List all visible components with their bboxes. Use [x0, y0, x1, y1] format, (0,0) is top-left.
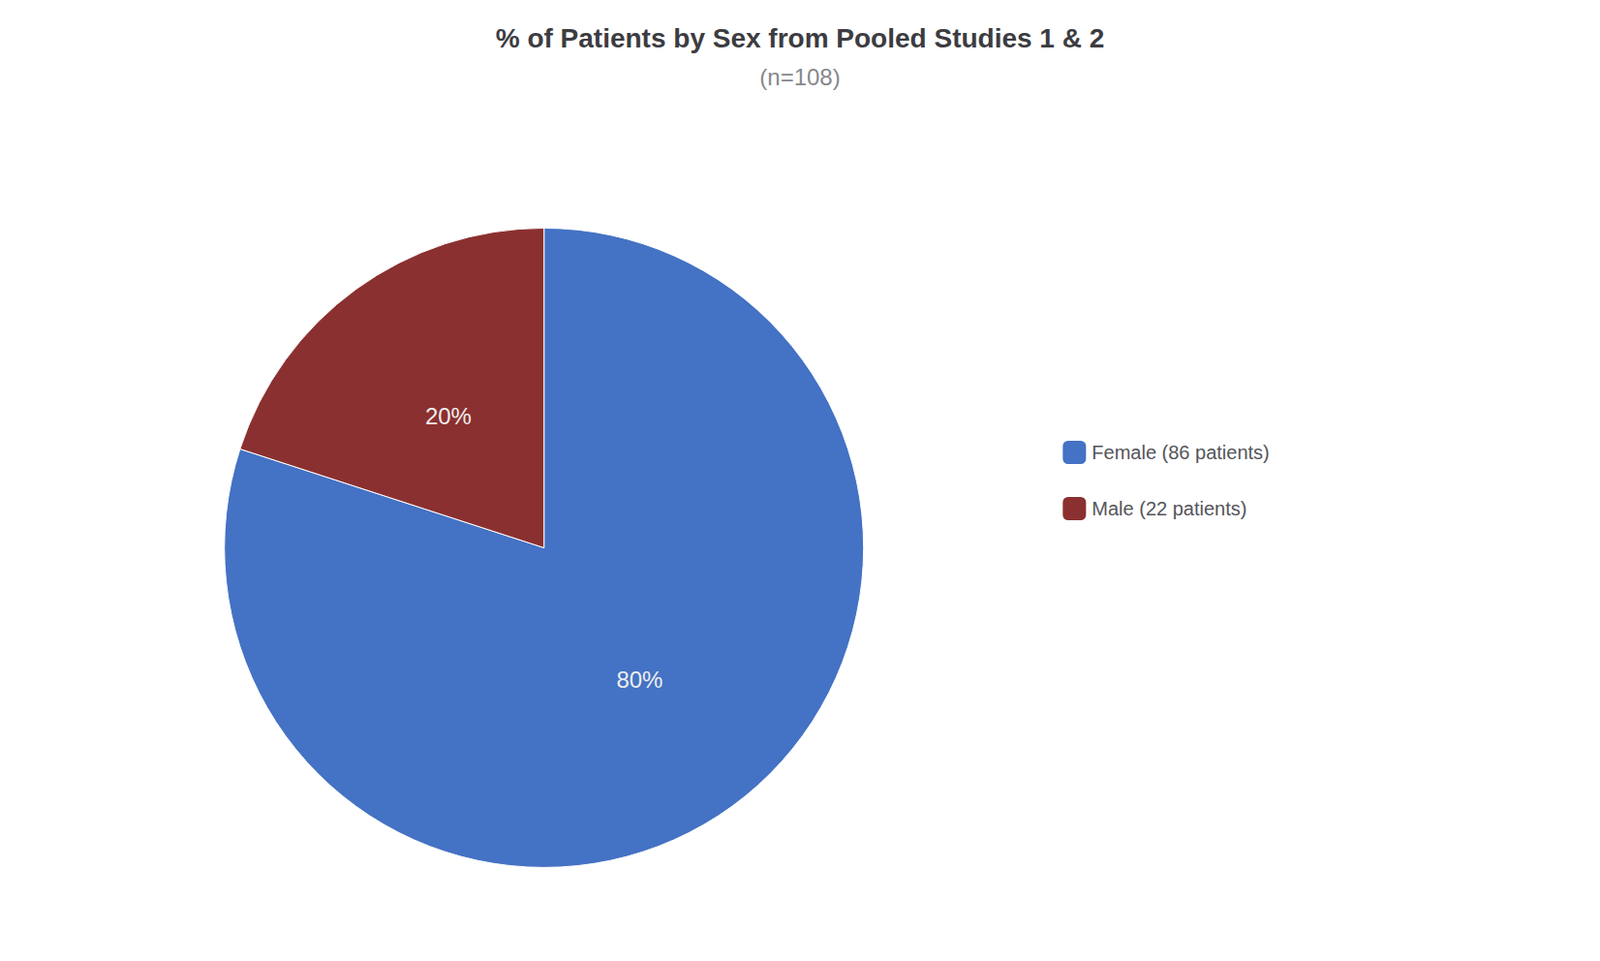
svg-text:Male (22 patients): Male (22 patients) [1091, 497, 1247, 520]
svg-text:80%: 80% [615, 666, 663, 693]
svg-text:Female (86 patients): Female (86 patients) [1091, 441, 1269, 463]
svg-text:% of Patients by Sex from Pool: % of Patients by Sex from Pooled Studies… [495, 23, 1106, 54]
svg-text:20%: 20% [425, 402, 472, 430]
svg-text:(n=108): (n=108) [759, 63, 840, 91]
